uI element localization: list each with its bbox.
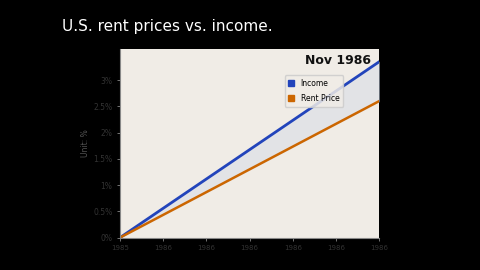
Text: U.S. rent prices vs. income.: U.S. rent prices vs. income. [62,19,273,34]
Y-axis label: Unit: %: Unit: % [81,129,90,157]
Legend: Income, Rent Price: Income, Rent Price [285,75,343,107]
Text: Nov 1986: Nov 1986 [305,54,372,67]
